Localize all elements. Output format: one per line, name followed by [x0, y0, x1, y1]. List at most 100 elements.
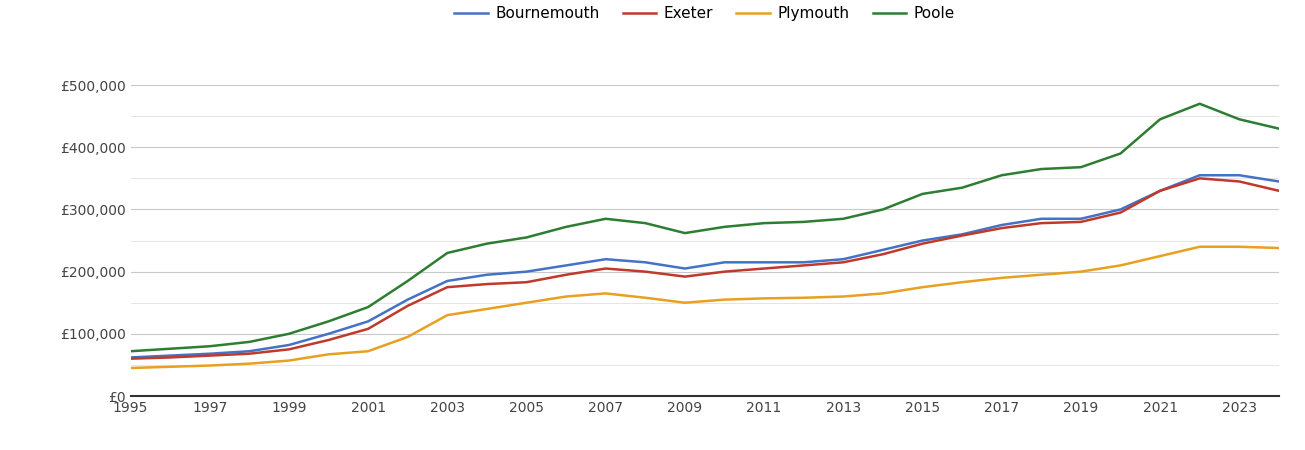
Bournemouth	[1271, 179, 1287, 184]
Bournemouth	[360, 319, 376, 324]
Line: Plymouth: Plymouth	[130, 247, 1279, 368]
Bournemouth	[1232, 172, 1248, 178]
Exeter	[1152, 188, 1168, 194]
Poole	[202, 343, 218, 349]
Bournemouth	[440, 278, 455, 284]
Plymouth	[876, 291, 891, 296]
Bournemouth	[202, 351, 218, 356]
Plymouth	[518, 300, 534, 306]
Poole	[162, 346, 177, 351]
Bournemouth	[241, 349, 257, 354]
Poole	[1113, 151, 1129, 156]
Poole	[677, 230, 693, 236]
Exeter	[241, 351, 257, 356]
Bournemouth	[1034, 216, 1049, 221]
Bournemouth	[677, 266, 693, 271]
Poole	[360, 304, 376, 310]
Exeter	[1113, 210, 1129, 215]
Exeter	[1191, 176, 1207, 181]
Bournemouth	[1113, 207, 1129, 212]
Bournemouth	[876, 247, 891, 252]
Poole	[518, 235, 534, 240]
Plymouth	[162, 364, 177, 369]
Poole	[123, 349, 138, 354]
Bournemouth	[796, 260, 812, 265]
Plymouth	[360, 349, 376, 354]
Exeter	[440, 284, 455, 290]
Line: Exeter: Exeter	[130, 178, 1279, 359]
Plymouth	[677, 300, 693, 306]
Bournemouth	[518, 269, 534, 274]
Poole	[716, 224, 732, 230]
Plymouth	[954, 279, 970, 285]
Exeter	[677, 274, 693, 279]
Poole	[915, 191, 930, 197]
Exeter	[479, 281, 495, 287]
Bournemouth	[162, 353, 177, 358]
Exeter	[123, 356, 138, 361]
Line: Poole: Poole	[130, 104, 1279, 351]
Legend: Bournemouth, Exeter, Plymouth, Poole: Bournemouth, Exeter, Plymouth, Poole	[448, 0, 962, 27]
Bournemouth	[399, 297, 415, 302]
Plymouth	[835, 294, 851, 299]
Plymouth	[399, 334, 415, 340]
Bournemouth	[954, 232, 970, 237]
Bournemouth	[123, 355, 138, 360]
Plymouth	[716, 297, 732, 302]
Plymouth	[994, 275, 1010, 280]
Bournemouth	[637, 260, 652, 265]
Plymouth	[757, 296, 773, 301]
Plymouth	[915, 284, 930, 290]
Exeter	[598, 266, 613, 271]
Plymouth	[796, 295, 812, 301]
Plymouth	[440, 312, 455, 318]
Exeter	[954, 233, 970, 238]
Exeter	[757, 266, 773, 271]
Bournemouth	[1152, 188, 1168, 194]
Exeter	[1073, 219, 1088, 225]
Plymouth	[1073, 269, 1088, 274]
Bournemouth	[915, 238, 930, 243]
Poole	[796, 219, 812, 225]
Bournemouth	[835, 256, 851, 262]
Exeter	[321, 338, 337, 343]
Poole	[1232, 117, 1248, 122]
Poole	[1152, 117, 1168, 122]
Poole	[559, 224, 574, 230]
Bournemouth	[598, 256, 613, 262]
Exeter	[835, 260, 851, 265]
Exeter	[716, 269, 732, 274]
Plymouth	[123, 365, 138, 371]
Plymouth	[1113, 263, 1129, 268]
Bournemouth	[321, 331, 337, 337]
Poole	[440, 250, 455, 256]
Exeter	[360, 326, 376, 332]
Poole	[1271, 126, 1287, 131]
Exeter	[994, 225, 1010, 231]
Exeter	[1232, 179, 1248, 184]
Poole	[835, 216, 851, 221]
Plymouth	[559, 294, 574, 299]
Bournemouth	[281, 342, 296, 348]
Poole	[757, 220, 773, 226]
Poole	[479, 241, 495, 246]
Bournemouth	[559, 263, 574, 268]
Poole	[876, 207, 891, 212]
Exeter	[637, 269, 652, 274]
Poole	[954, 185, 970, 190]
Exeter	[162, 355, 177, 360]
Exeter	[518, 279, 534, 285]
Poole	[399, 278, 415, 284]
Poole	[321, 319, 337, 324]
Bournemouth	[757, 260, 773, 265]
Plymouth	[1191, 244, 1207, 249]
Poole	[637, 220, 652, 226]
Poole	[1034, 166, 1049, 172]
Poole	[1191, 101, 1207, 107]
Plymouth	[598, 291, 613, 296]
Plymouth	[479, 306, 495, 312]
Exeter	[876, 252, 891, 257]
Bournemouth	[716, 260, 732, 265]
Poole	[241, 339, 257, 345]
Plymouth	[1232, 244, 1248, 249]
